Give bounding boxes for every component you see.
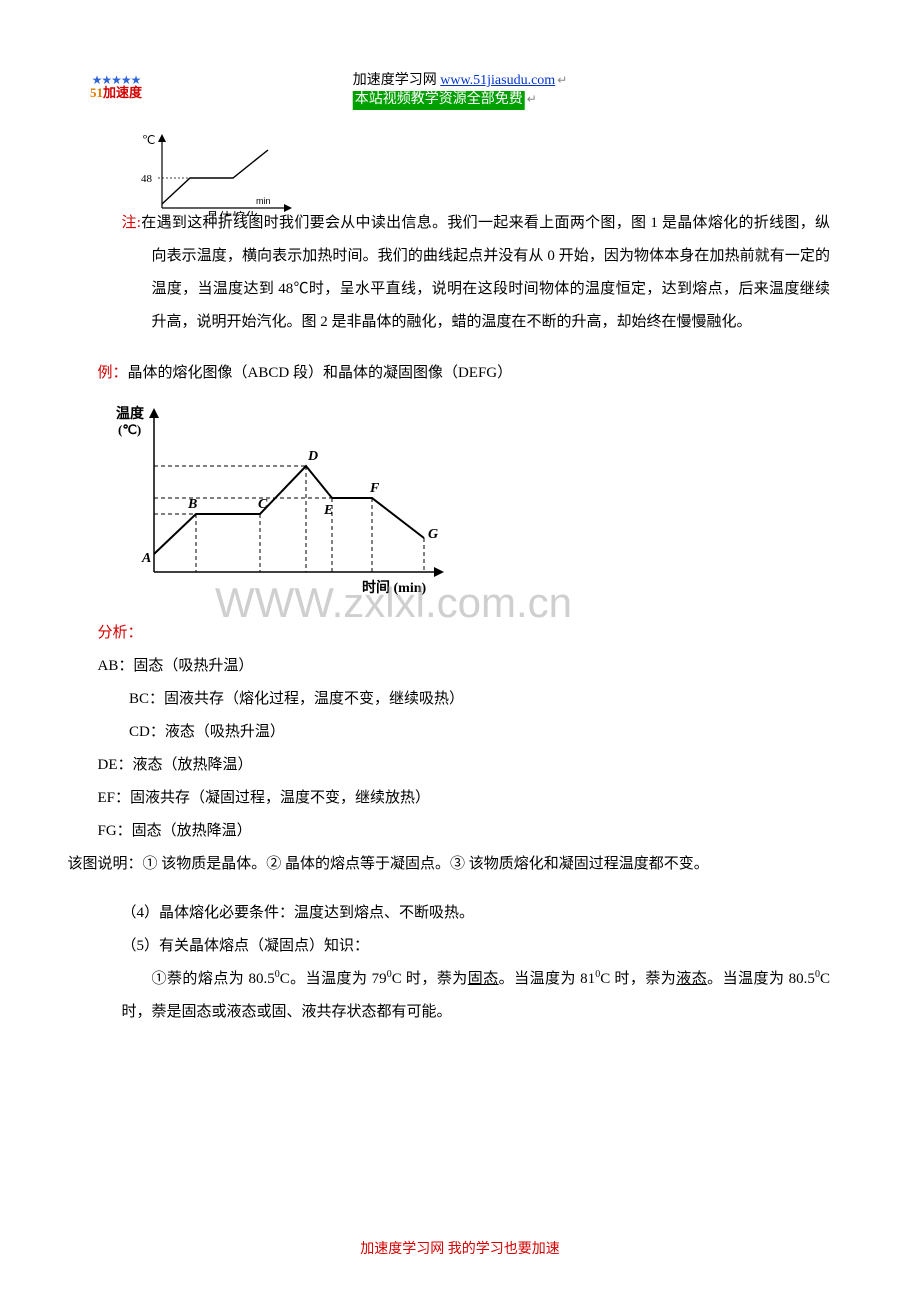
header-center: 加速度学习网 www.51jiasudu.com↵ 本站视频教学资源全部免费↵: [353, 72, 568, 110]
page-header: ★★★★★ 51加速度 加速度学习网 www.51jiasudu.com↵ 本站…: [90, 72, 830, 112]
logo-text: 51加速度: [90, 86, 142, 100]
note-block: 注:在遇到这种折线图时我们要会从中读出信息。我们一起来看上面两个图，图 1 是晶…: [90, 207, 830, 339]
note-paragraph: 注:在遇到这种折线图时我们要会从中读出信息。我们一起来看上面两个图，图 1 是晶…: [90, 207, 830, 339]
underline-solid: 固态: [468, 971, 499, 987]
svg-text:E: E: [323, 503, 333, 518]
site-logo: ★★★★★ 51加速度: [90, 74, 142, 100]
point-5-1: ①萘的熔点为 80.50C。当温度为 790C 时，萘为固态。当温度为 810C…: [90, 963, 830, 1029]
point-4: （4）晶体熔化必要条件：温度达到熔点、不断吸热。: [90, 897, 830, 930]
points-group: （4）晶体熔化必要条件：温度达到熔点、不断吸热。 （5）有关晶体熔点（凝固点）知…: [90, 897, 830, 1029]
example-heading: 例：晶体的熔化图像（ABCD 段）和晶体的凝固图像（DEFG）: [90, 357, 830, 390]
site-link[interactable]: www.51jiasudu.com: [440, 73, 555, 88]
page-footer: 加速度学习网 我的学习也要加速: [0, 1235, 920, 1266]
line-ef: EF：固液共存（凝固过程，温度不变，继续放热）: [90, 782, 830, 815]
line-ab: AB：固态（吸热升温）: [90, 650, 830, 683]
note-label: 注:: [122, 215, 141, 231]
line-bc: BC：固液共存（熔化过程，温度不变，继续吸热）: [90, 683, 830, 716]
y-tick-48: 48: [141, 173, 153, 185]
svg-text:C: C: [258, 497, 268, 512]
y-unit: ℃: [142, 133, 155, 147]
line-de: DE：液态（放热降温）: [90, 749, 830, 782]
svg-text:F: F: [369, 481, 380, 496]
small-chart-svg: ℃ 48 min 晶体熔化: [138, 130, 298, 216]
summary-text: 该图说明：① 该物质是晶体。② 晶体的熔点等于凝固点。③ 该物质熔化和凝固过程温…: [68, 856, 709, 872]
summary-line: 该图说明：① 该物质是晶体。② 晶体的熔点等于凝固点。③ 该物质熔化和凝固过程温…: [90, 848, 830, 881]
svg-text:G: G: [428, 527, 438, 542]
logo-suffix: 加速度: [103, 85, 142, 100]
return-icon-2: ↵: [527, 92, 537, 106]
underline-liquid: 液态: [676, 971, 707, 987]
line-fg: FG：固态（放热降温）: [90, 815, 830, 848]
svg-text:B: B: [187, 497, 197, 512]
melting-solidify-chart: 温度 (℃) A B C D E F G 时间 (min): [110, 396, 830, 609]
example-text: 晶体的熔化图像（ABCD 段）和晶体的凝固图像（DEFG）: [128, 365, 513, 381]
big-chart-svg: 温度 (℃) A B C D E F G 时间 (min): [110, 396, 450, 596]
x-unit: min: [256, 196, 271, 206]
page-content: ℃ 48 min 晶体熔化 注:在遇到这种折线图时我们要会从中读出信息。我们一起…: [90, 130, 830, 1029]
example-prefix: 例：: [98, 365, 128, 381]
analysis-label: 分析：: [90, 617, 830, 650]
header-line-2: 本站视频教学资源全部免费↵: [353, 91, 568, 110]
x-label: 时间 (min): [362, 579, 426, 596]
svg-text:D: D: [307, 449, 318, 464]
point-5: （5）有关晶体熔点（凝固点）知识：: [90, 930, 830, 963]
svg-text:A: A: [141, 551, 151, 566]
return-icon-1: ↵: [557, 73, 567, 87]
header-highlight: 本站视频教学资源全部免费: [353, 91, 525, 110]
logo-prefix: 51: [90, 85, 103, 100]
line-cd: CD：液态（吸热升温）: [90, 716, 830, 749]
note-text: 在遇到这种折线图时我们要会从中读出信息。我们一起来看上面两个图，图 1 是晶体熔…: [141, 215, 830, 330]
header-line-1: 加速度学习网 www.51jiasudu.com↵: [353, 72, 568, 91]
y-unit-big: (℃): [118, 422, 141, 437]
y-label: 温度: [116, 405, 145, 422]
header-line1-prefix: 加速度学习网: [353, 73, 441, 88]
